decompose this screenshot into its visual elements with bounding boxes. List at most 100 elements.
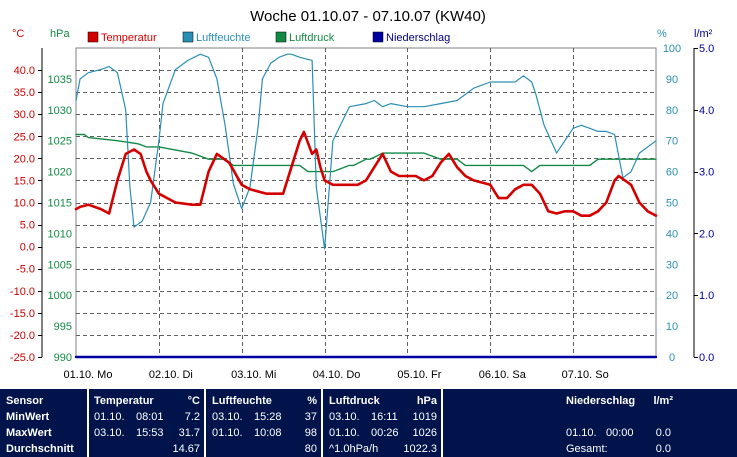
temp-unit-label: °C (12, 28, 24, 40)
temp-max-date: 03.10. (94, 427, 125, 439)
rain-total-label: Gesamt: (566, 443, 608, 455)
humidity-tick-label: 0 (669, 352, 675, 364)
pressure-max-date: 01.10. (329, 427, 360, 439)
summary-panel-luftfeuchte: Luftfeuchte % 03.10. 15:28 37 01.10. 10:… (206, 389, 321, 457)
humidity-tick-label: 90 (666, 74, 678, 86)
humidity-max-time: 10:08 (254, 427, 282, 439)
pressure-tick-label: 1015 (48, 198, 72, 210)
temp-tick-label: -10.0 (10, 286, 35, 298)
pressure-min-value: 1019 (412, 411, 437, 423)
rain-tick-label: 5.0 (699, 43, 714, 55)
pressure-tick-label: 1030 (48, 105, 72, 117)
summary-panel-temperatur: Temperatur °C 01.10. 08:01 7.2 03.10. 15… (89, 389, 204, 457)
humidity-tick-label: 30 (666, 259, 678, 271)
axes: 40.0 35.0 30.0 25.0 20.0 15.0 10.0 5.0 0.0 -5.0 -1… (10, 43, 714, 381)
rain-header: Niederschlag (566, 395, 636, 407)
humidity-min-value: 37 (304, 411, 317, 423)
rain-tick-label: 1.0 (699, 290, 714, 302)
row-label-max: MaxWert (6, 427, 52, 439)
legend-label: Niederschlag (386, 32, 450, 44)
temp-min-date: 01.10. (94, 411, 125, 423)
temp-tick-label: -25.0 (10, 352, 35, 364)
temp-max-time: 15:53 (136, 427, 164, 439)
pressure-tick-label: 990 (54, 352, 72, 364)
rain-unit-label: l/m² (694, 28, 713, 40)
humidity-unit-label: % (657, 28, 667, 40)
humidity-tick-label: 80 (666, 105, 678, 117)
temp-tick-label: 35.0 (14, 87, 35, 99)
temp-tick-label: 5.0 (20, 220, 35, 232)
sensor-header: Sensor (6, 395, 44, 407)
humidity-min-time: 15:28 (254, 411, 282, 423)
legend-swatch (372, 31, 384, 43)
rain-max-time: 00:00 (606, 427, 634, 439)
chart-title: Woche 01.10.07 - 07.10.07 (KW40) (250, 8, 486, 25)
humidity-header: Luftfeuchte (212, 395, 272, 407)
humidity-tick-label: 70 (666, 136, 678, 148)
temp-tick-label: -5.0 (16, 264, 35, 276)
x-tick-label: 07.10. So (562, 369, 609, 381)
x-tick-label: 02.10. Di (149, 369, 193, 381)
series-group (74, 53, 658, 359)
humidity-avg-value: 80 (304, 443, 317, 455)
pressure-tick-label: 1005 (48, 259, 72, 271)
humidity-unit: % (307, 395, 317, 407)
humidity-tick-label: 100 (663, 43, 681, 55)
pressure-tick-label: 1035 (48, 74, 72, 86)
legend: Temperatur Luftfeuchte Luftdruck Niederschl… (87, 31, 450, 44)
pressure-unit: hPa (416, 395, 437, 407)
rain-tick-label: 3.0 (699, 167, 714, 179)
rain-max-value: 0.0 (655, 427, 671, 439)
humidity-tick-label: 60 (666, 167, 678, 179)
humidity-max-date: 01.10. (212, 427, 243, 439)
x-tick-label: 06.10. Sa (479, 369, 527, 381)
temp-tick-label: 30.0 (14, 109, 35, 121)
temp-tick-label: -20.0 (10, 330, 35, 342)
legend-label: Temperatur (101, 32, 157, 44)
plot-frame (75, 47, 657, 358)
temp-tick-label: 40.0 (14, 65, 35, 77)
series-line-luftdruck (75, 133, 657, 173)
pressure-tick-label: 1020 (48, 167, 72, 179)
humidity-max-value: 98 (304, 427, 317, 439)
rain-max-date: 01.10. (566, 427, 597, 439)
series-line-temperatur (74, 130, 658, 217)
temp-min-time: 08:01 (136, 411, 164, 423)
pressure-trend-label: ^1.0hPa/h (329, 443, 379, 455)
legend-swatch (87, 31, 99, 43)
pressure-tick-label: 1000 (48, 290, 72, 302)
pressure-min-date: 03.10. (329, 411, 360, 423)
pressure-max-time: 00:26 (371, 427, 399, 439)
pressure-tick-label: 1025 (48, 136, 72, 148)
legend-label: Luftfeuchte (196, 32, 250, 44)
x-tick-label: 04.10. Do (313, 369, 361, 381)
temp-tick-label: 0.0 (20, 242, 35, 254)
temp-tick-label: 10.0 (14, 198, 35, 210)
x-tick-label: 03.10. Mi (231, 369, 276, 381)
pressure-avg-value: 1022.3 (403, 443, 437, 455)
legend-label: Luftdruck (289, 32, 335, 44)
humidity-min-date: 03.10. (212, 411, 243, 423)
temp-min-value: 7.2 (184, 411, 200, 423)
humidity-tick-label: 20 (666, 290, 678, 302)
temp-tick-label: 20.0 (14, 153, 35, 165)
temp-unit: °C (187, 395, 200, 407)
temp-tick-label: 25.0 (14, 131, 35, 143)
summary-panel-sensor: Sensor MinWert MaxWert Durchschnitt (0, 389, 87, 457)
temp-avg-value: 14.67 (172, 443, 200, 455)
pressure-unit-label: hPa (50, 28, 70, 40)
grid (75, 47, 657, 358)
legend-swatch (275, 31, 287, 43)
rain-total-value: 0.0 (655, 443, 671, 455)
temp-max-value: 31.7 (178, 427, 200, 439)
series-line-luftfeuchte (75, 53, 657, 250)
x-tick-label: 01.10. Mo (64, 369, 113, 381)
pressure-header: Luftdruck (329, 395, 380, 407)
rain-tick-label: 4.0 (699, 105, 714, 117)
pressure-min-time: 16:11 (371, 411, 398, 423)
weather-chart: Woche 01.10.07 - 07.10.07 (KW40) °C hPa … (10, 8, 714, 381)
humidity-tick-label: 40 (666, 228, 678, 240)
temp-tick-label: 15.0 (14, 175, 35, 187)
x-tick-label: 05.10. Fr (397, 369, 441, 381)
rain-tick-label: 0.0 (699, 352, 714, 364)
